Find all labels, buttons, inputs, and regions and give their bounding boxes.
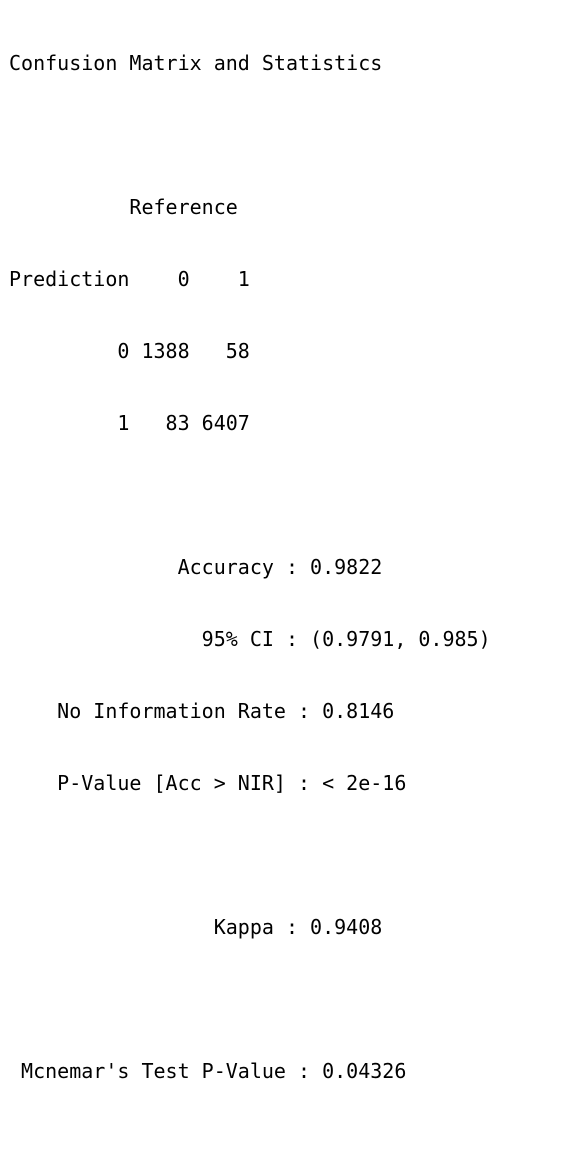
blank-line [9, 987, 491, 1011]
output-title: Confusion Matrix and Statistics [9, 51, 383, 75]
matrix-row-1: 1 83 6407 [9, 411, 250, 435]
stat-mcnemar-p-value: Mcnemar's Test P-Value : 0.04326 [9, 1059, 407, 1083]
stat-accuracy: Accuracy : 0.9822 [9, 555, 383, 579]
blank-line [9, 123, 491, 147]
blank-line [9, 483, 491, 507]
stat-kappa: Kappa : 0.9408 [9, 915, 383, 939]
stat-no-information-rate: No Information Rate : 0.8146 [9, 699, 395, 723]
stat-p-value: P-Value [Acc > NIR] : < 2e-16 [9, 771, 407, 795]
r-console-output: Confusion Matrix and Statistics Referenc… [9, 3, 491, 1164]
matrix-row-0: 0 1388 58 [9, 339, 250, 363]
blank-line [9, 1131, 491, 1155]
matrix-reference-label: Reference [9, 195, 238, 219]
blank-line [9, 843, 491, 867]
stat-confidence-interval: 95% CI : (0.9791, 0.985) [9, 627, 491, 651]
matrix-header-row: Prediction 0 1 [9, 267, 250, 291]
